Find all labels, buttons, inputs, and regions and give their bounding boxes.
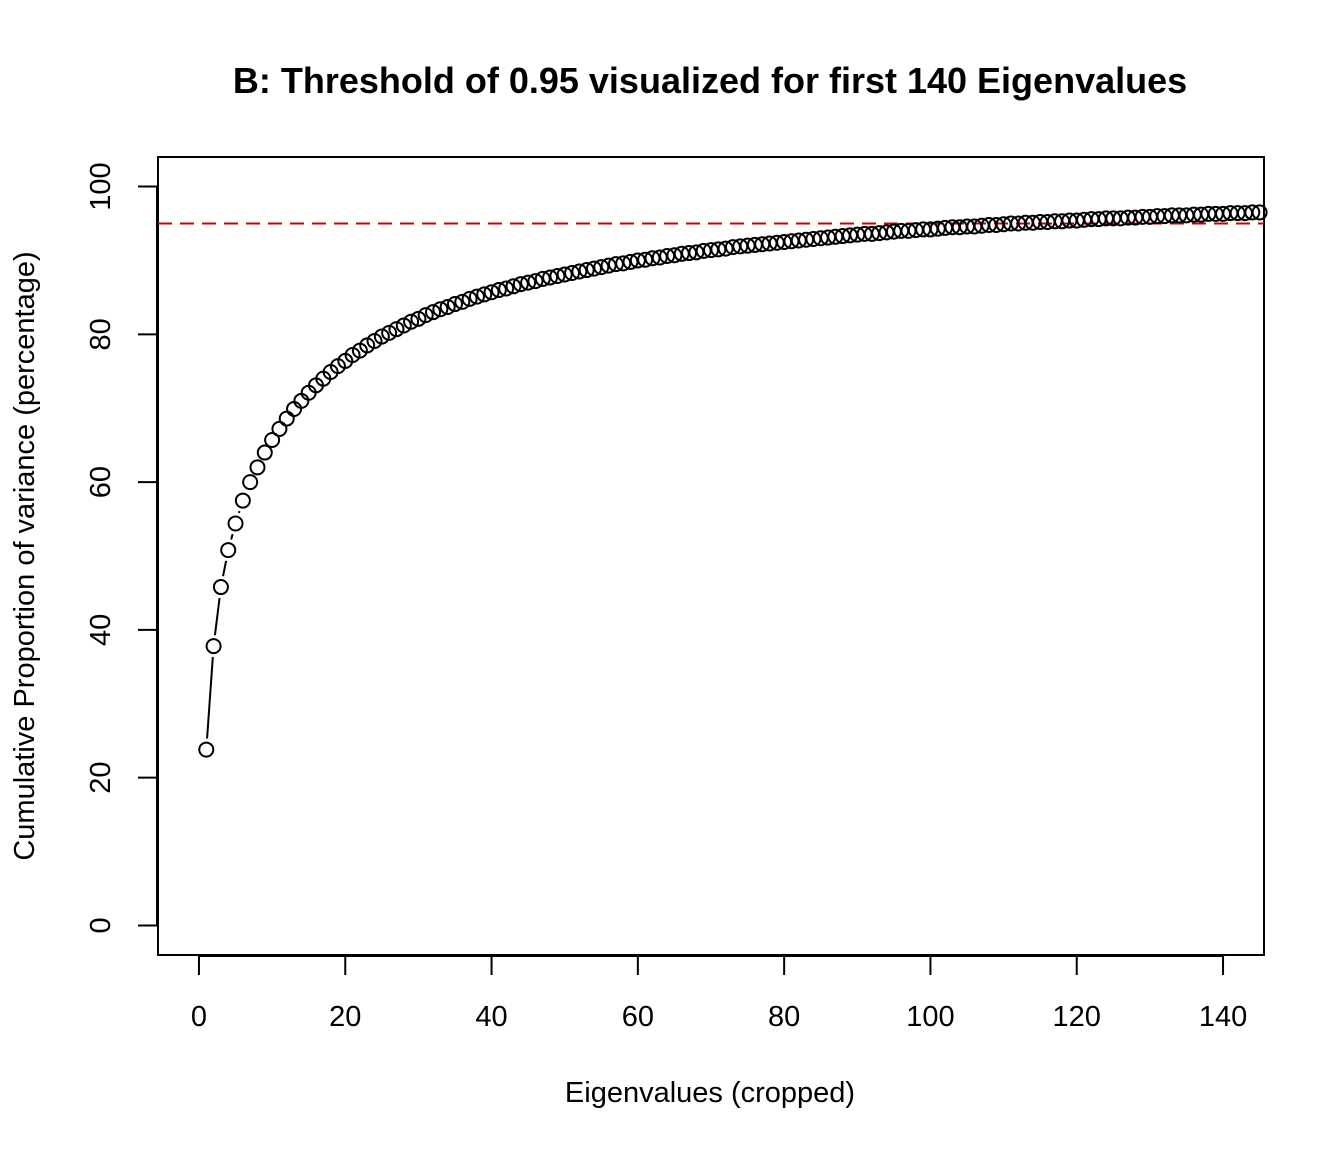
plot-frame <box>157 156 1265 956</box>
data-point <box>578 262 595 279</box>
data-point <box>1244 204 1261 221</box>
data-point <box>373 328 390 345</box>
data-point <box>381 324 398 341</box>
data-point <box>395 317 412 334</box>
y-tick-label: 80 <box>85 318 117 350</box>
data-point <box>534 270 551 287</box>
series-line-segment <box>222 560 228 577</box>
data-point <box>417 307 434 324</box>
series-line-segment <box>230 533 234 540</box>
data-point <box>242 474 259 491</box>
data-point <box>585 260 602 277</box>
data-point <box>556 266 573 283</box>
data-point <box>527 273 544 290</box>
data-point <box>264 431 281 448</box>
x-tick-label: 140 <box>1199 1001 1247 1033</box>
chart-title: B: Threshold of 0.95 visualized for firs… <box>233 60 1187 101</box>
y-tick-label: 40 <box>85 614 117 646</box>
data-point <box>468 288 485 305</box>
data-point <box>234 492 251 509</box>
data-point <box>476 286 493 303</box>
series-line-segment <box>237 510 241 514</box>
data-point <box>271 420 288 437</box>
data-point <box>1251 204 1268 221</box>
series-line-segment <box>206 657 214 739</box>
data-point <box>483 284 500 301</box>
data-point <box>425 304 442 321</box>
data-point <box>212 579 229 596</box>
data-point <box>227 515 244 532</box>
data-point <box>461 290 478 307</box>
data-point <box>278 410 295 427</box>
x-tick-label: 60 <box>622 1001 654 1033</box>
y-axis-label: Cumulative Proportion of variance (perce… <box>9 251 41 860</box>
y-tick-label: 20 <box>85 762 117 794</box>
data-point <box>490 282 507 298</box>
data-point <box>410 310 427 327</box>
x-tick-label: 120 <box>1053 1001 1101 1033</box>
x-tick-label: 100 <box>906 1001 954 1033</box>
data-point <box>432 301 449 318</box>
data-point <box>571 263 588 280</box>
data-point <box>549 267 566 284</box>
y-axis: 0 20 40 60 80 100 <box>85 162 158 934</box>
x-tick-label: 40 <box>475 1001 507 1033</box>
x-tick-label: 80 <box>768 1001 800 1033</box>
data-point <box>498 280 515 297</box>
data-point <box>542 269 559 286</box>
x-tick-label: 20 <box>329 1001 361 1033</box>
x-axis: 0 20 40 60 80 100 120 140 <box>191 955 1247 1033</box>
data-series <box>198 204 1268 758</box>
data-point <box>564 265 581 282</box>
data-point <box>512 276 529 293</box>
data-point <box>220 542 237 559</box>
data-point <box>446 296 463 313</box>
data-point <box>593 259 610 276</box>
x-tick-label: 0 <box>191 1001 207 1033</box>
x-axis-label: Eigenvalues (cropped) <box>565 1077 855 1109</box>
y-tick-label: 0 <box>85 917 117 933</box>
data-point <box>205 638 222 655</box>
y-tick-label: 100 <box>85 162 117 210</box>
y-tick-label: 60 <box>85 466 117 498</box>
data-point <box>256 444 273 461</box>
data-point <box>454 293 471 310</box>
data-point <box>249 459 266 476</box>
data-point <box>198 741 215 758</box>
data-point <box>403 313 420 330</box>
data-point <box>520 274 537 291</box>
data-point <box>388 321 405 338</box>
data-point <box>505 278 522 295</box>
series-line-segment <box>213 597 221 636</box>
data-point <box>615 255 632 272</box>
data-point <box>439 298 456 315</box>
